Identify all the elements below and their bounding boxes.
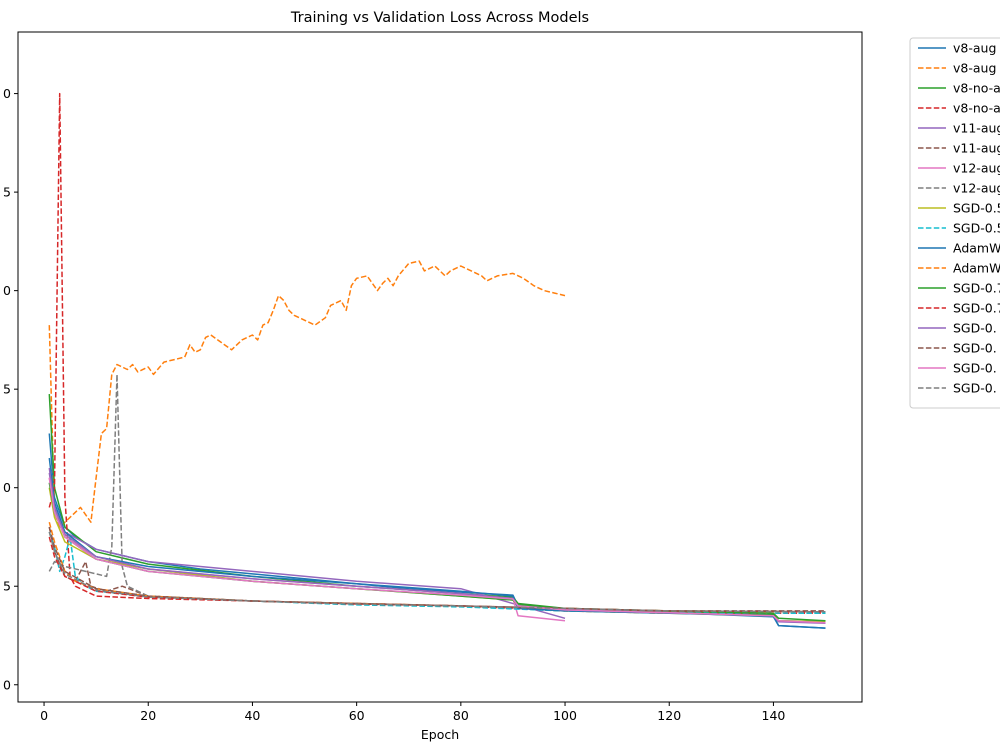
series-line-14 (48, 536, 826, 613)
chart-title: Training vs Validation Loss Across Model… (290, 10, 589, 26)
legend-label: v12-aug (953, 181, 1000, 196)
plot-lines (48, 92, 826, 629)
legend: v8-aug v8-aug v8-no-aug v8-no-aug v11-aug v11… (909, 37, 1000, 409)
series-line-17 (48, 477, 826, 624)
y-tick-label: 0 (3, 283, 11, 298)
legend-label: SGD-0. (953, 361, 997, 376)
x-tick-label: 120 (657, 708, 681, 723)
y-tick-label: 0 (3, 677, 11, 692)
series-line-9 (48, 487, 826, 623)
legend-label: v8-aug (953, 61, 996, 76)
series-line-16 (48, 526, 826, 612)
x-tick-label: 0 (40, 708, 48, 723)
x-axis: 0 20 40 60 80 100 120 140 (40, 702, 785, 723)
x-tick-label: 100 (553, 708, 577, 723)
series-line-2 (48, 260, 566, 528)
legend-label: v11-aug (953, 141, 1000, 156)
legend-frame (909, 37, 1000, 409)
x-tick-label: 140 (762, 708, 786, 723)
y-axis: 0 5 0 5 0 5 0 (3, 86, 18, 692)
series-line-18 (48, 531, 826, 613)
legend-label: SGD-0.7 (953, 281, 1000, 296)
series-line-13 (48, 482, 826, 622)
series-line-15 (48, 467, 826, 624)
series-line-11 (48, 458, 826, 629)
y-tick-label: 5 (3, 185, 11, 200)
x-axis-label: Epoch (421, 727, 459, 742)
legend-label: AdamW (953, 261, 1000, 276)
legend-label: v12-aug (953, 161, 1000, 176)
legend-label: SGD-0.5 (953, 221, 1000, 236)
series-line-7 (48, 477, 566, 622)
legend-label: v8-aug (953, 41, 996, 56)
legend-label: SGD-0. (953, 321, 997, 336)
legend-label: v11-aug (953, 121, 1000, 136)
x-tick-label: 60 (349, 708, 365, 723)
series-line-4 (48, 92, 826, 615)
legend-label: v8-no-aug (953, 81, 1000, 96)
x-tick-label: 20 (140, 708, 156, 723)
series-line-1 (48, 433, 826, 629)
y-tick-label: 0 (3, 86, 11, 101)
y-tick-label: 0 (3, 480, 11, 495)
y-tick-label: 5 (3, 382, 11, 397)
plot-frame (17, 31, 863, 703)
y-tick-label: 5 (3, 579, 11, 594)
legend-label: SGD-0.7 (953, 301, 1000, 316)
legend-label: AdamW (953, 241, 1000, 256)
legend-label: SGD-0.5 (953, 201, 1000, 216)
series-line-8 (48, 373, 566, 612)
legend-label: v8-no-aug (953, 101, 1000, 116)
legend-label: SGD-0. (953, 341, 997, 356)
legend-label: SGD-0. (953, 381, 997, 396)
x-tick-label: 40 (244, 708, 260, 723)
x-tick-label: 80 (453, 708, 469, 723)
